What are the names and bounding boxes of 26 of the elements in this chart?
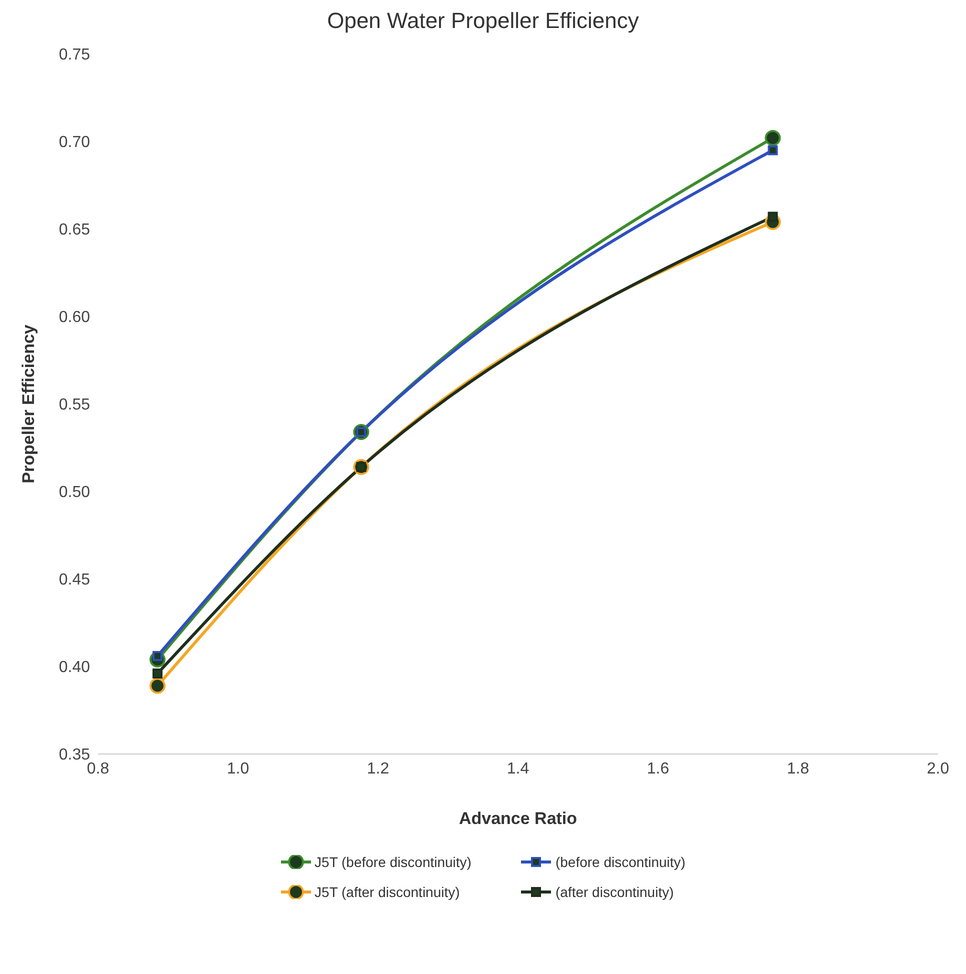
legend-label: (after discontinuity): [555, 884, 674, 900]
y-tick-label: 0.40: [58, 659, 90, 676]
x-tick-label: 1.4: [506, 760, 530, 778]
legend-label: (before discontinuity): [555, 854, 686, 870]
y-tick-label: 0.45: [58, 572, 90, 589]
point: [768, 145, 778, 156]
point: [768, 212, 778, 222]
legend-label: J5T (before discontinuity): [314, 854, 472, 870]
x-tick-label: 1.8: [786, 760, 810, 778]
point: [764, 130, 781, 146]
y-tick-label: 0.65: [58, 222, 90, 239]
y-tick-label: 0.55: [58, 396, 90, 414]
x-tick-label: 1.6: [646, 760, 670, 778]
point: [150, 678, 166, 694]
x-tick-label: 1.2: [366, 760, 390, 778]
y-tick-label: 0.75: [58, 46, 90, 64]
legend-label: J5T (after discontinuity): [314, 884, 460, 900]
chart-title: Open Water Propeller Efficiency: [326, 8, 640, 34]
y-tick-label: 0.60: [58, 309, 90, 326]
x-axis-title: Advance Ratio: [458, 809, 578, 828]
point: [152, 668, 162, 678]
y-tick-label: 0.50: [58, 484, 90, 502]
y-axis-title: Propeller Efficiency: [19, 324, 38, 484]
x-tick-label: 1.0: [226, 760, 250, 778]
y-tick-label: 0.70: [58, 134, 90, 152]
x-tick-label: 2.0: [926, 760, 950, 778]
